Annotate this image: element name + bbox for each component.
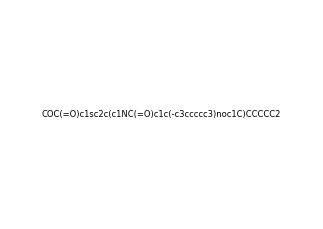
Text: COC(=O)c1sc2c(c1NC(=O)c1c(-c3ccccc3)noc1C)CCCCC2: COC(=O)c1sc2c(c1NC(=O)c1c(-c3ccccc3)noc1… <box>42 110 281 119</box>
